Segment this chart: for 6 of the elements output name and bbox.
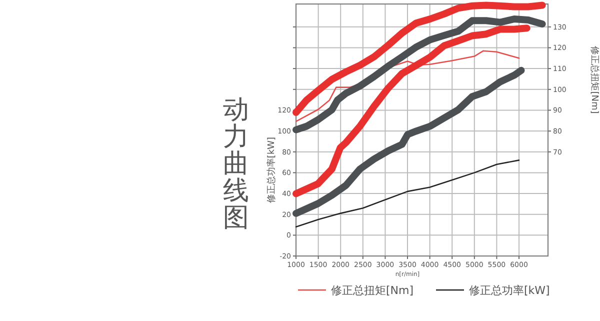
y-axis-title: 修正总功率[kW]: [266, 136, 277, 204]
line-series: [295, 160, 520, 228]
legend-label: 修正总功率[kW]: [469, 284, 550, 297]
legend-label: 修正总扭矩[Nm]: [331, 284, 414, 297]
text: 动力曲线图: [223, 95, 249, 233]
y2-axis-title: 修正总扭矩[Nm]: [589, 46, 600, 114]
